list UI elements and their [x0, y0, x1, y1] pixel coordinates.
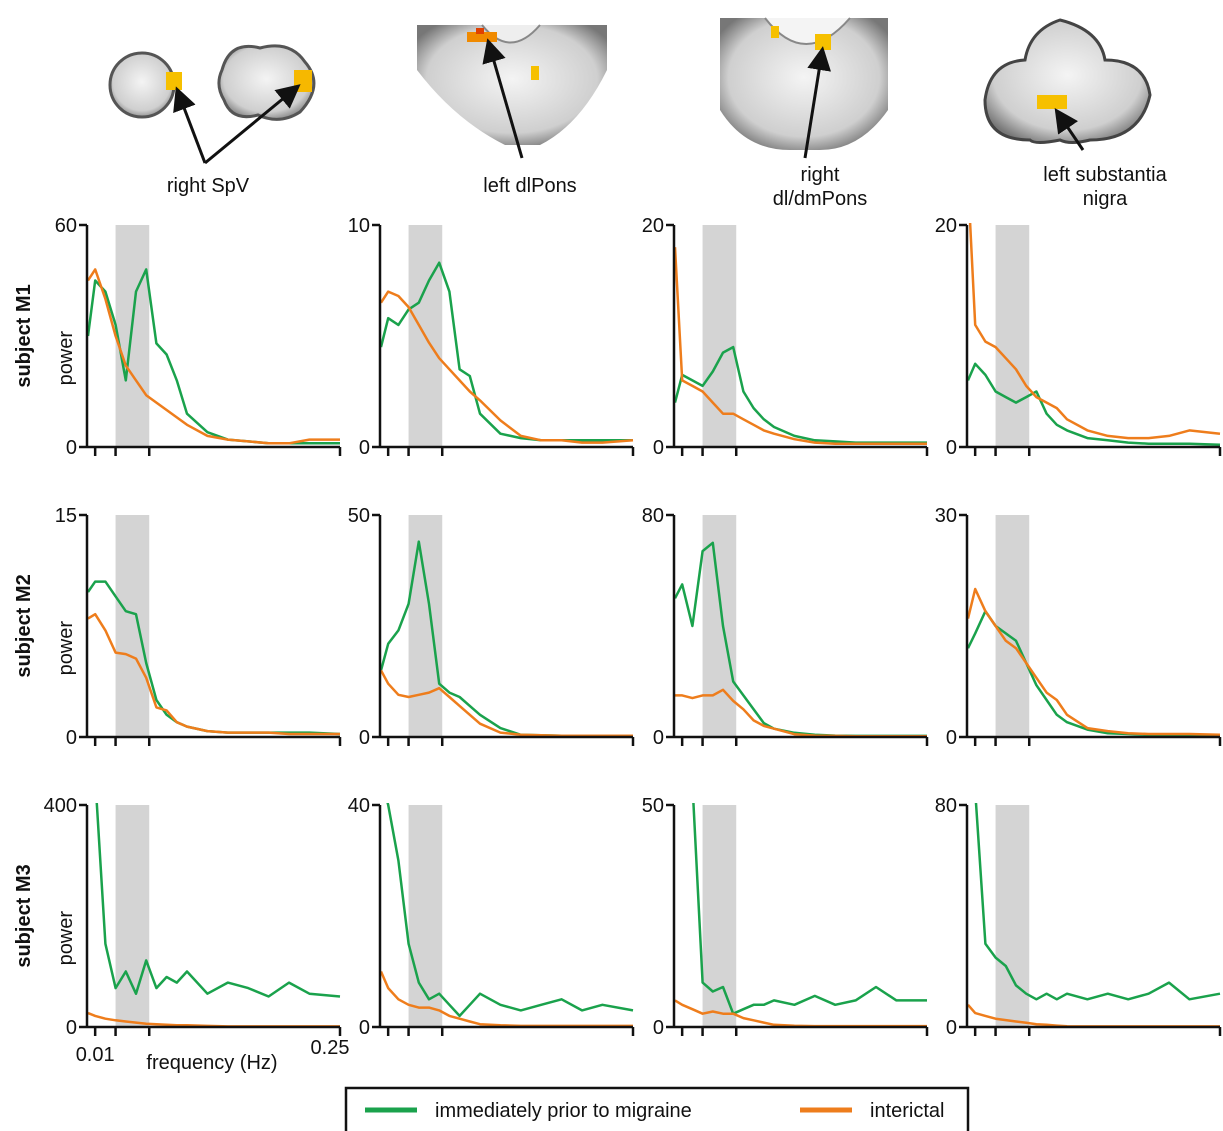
y-tick-label: 400 [44, 795, 77, 817]
frequency-band [116, 515, 150, 737]
y-tick-label: 10 [348, 215, 370, 237]
y-tick-label: 0 [66, 437, 77, 459]
brain-images [110, 18, 1150, 150]
region-label: left dlPons [440, 174, 620, 198]
y-tick-label: 0 [359, 437, 370, 459]
arrows [178, 44, 1083, 163]
y-tick-label: 60 [55, 215, 77, 237]
page: 0 60 subject M1 power 0 10 0 20 0 20 0 15 subject M2… [0, 0, 1223, 1131]
y-tick-label: 0 [66, 727, 77, 749]
x-axis-label: frequency (Hz) [146, 1052, 277, 1074]
frequency-band [116, 805, 150, 1027]
y-tick-label: 80 [642, 505, 664, 527]
legend-label: interictal [870, 1100, 944, 1122]
y-tick-label: 20 [642, 215, 664, 237]
y-tick-label: 50 [642, 795, 664, 817]
y-tick-label: 0 [946, 1017, 957, 1039]
y-tick-label: 0 [946, 437, 957, 459]
y-tick-label: 40 [348, 795, 370, 817]
region-label: right SpV [118, 174, 298, 198]
region-label: left substantia nigra [1020, 163, 1190, 211]
row-label: subject M3 [13, 864, 35, 967]
y-tick-label: 15 [55, 505, 77, 527]
y-tick-label: 30 [935, 505, 957, 527]
x-tick-label: 0.01 [76, 1044, 115, 1066]
y-tick-label: 0 [653, 437, 664, 459]
y-tick-label: 0 [359, 1017, 370, 1039]
row-label: subject M1 [13, 284, 35, 387]
y-tick-label: 50 [348, 505, 370, 527]
x-tick-label: 0.25 [311, 1037, 350, 1059]
frequency-band [996, 805, 1030, 1027]
y-tick-label: 0 [946, 727, 957, 749]
legend-label: immediately prior to migraine [435, 1100, 692, 1122]
y-axis-label: power [55, 331, 77, 386]
frequency-band [116, 225, 150, 447]
y-axis-label: power [55, 621, 77, 676]
y-tick-label: 0 [359, 727, 370, 749]
y-axis-label: power [55, 911, 77, 966]
frequency-band [996, 515, 1030, 737]
y-tick-label: 0 [653, 1017, 664, 1039]
y-tick-label: 20 [935, 215, 957, 237]
y-tick-label: 80 [935, 795, 957, 817]
region-label: right dl/dmPons [760, 163, 880, 211]
row-label: subject M2 [13, 574, 35, 677]
y-tick-label: 0 [653, 727, 664, 749]
frequency-band [409, 515, 443, 737]
frequency-band [996, 225, 1030, 447]
frequency-band [703, 805, 737, 1027]
y-tick-label: 0 [66, 1017, 77, 1039]
